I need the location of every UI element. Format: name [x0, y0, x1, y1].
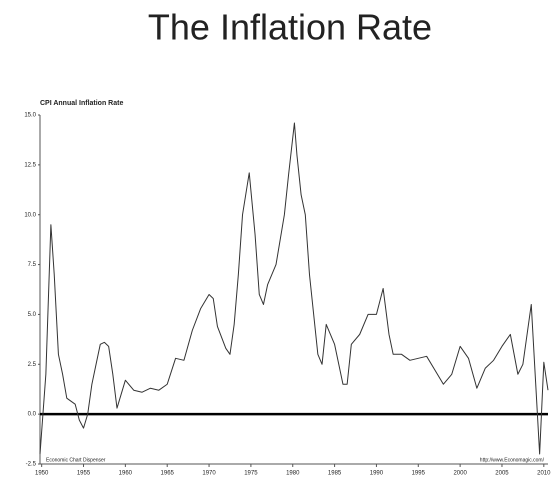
x-tick-label: 1950 — [35, 471, 49, 477]
x-tick-label: 1995 — [412, 471, 426, 477]
y-tick-label: 2.5 — [28, 362, 37, 368]
y-tick-label: 7.5 — [28, 262, 37, 268]
x-tick-label: 1980 — [286, 471, 300, 477]
slide-title: The Inflation Rate — [148, 7, 432, 48]
y-tick-label: -2.5 — [26, 462, 37, 468]
y-tick-label: 0.0 — [28, 412, 37, 418]
y-tick-label: 5.0 — [28, 312, 37, 318]
y-tick-label: 10.0 — [24, 212, 36, 218]
annotation: Economic Chart Dispenser — [46, 457, 106, 463]
x-tick-label: 1965 — [161, 471, 175, 477]
y-tick-label: 12.5 — [24, 162, 36, 168]
x-tick-label: 1990 — [370, 471, 384, 477]
x-tick-label: 1960 — [119, 471, 133, 477]
x-tick-label: 2000 — [453, 471, 467, 477]
x-tick-label: 1955 — [77, 471, 91, 477]
x-tick-label: 2005 — [495, 471, 509, 477]
inflation-line — [39, 122, 549, 455]
annotation: http://www.Economagic.com/ — [480, 457, 545, 463]
chart-title: CPI Annual Inflation Rate — [40, 100, 123, 107]
x-tick-label: 1985 — [328, 471, 342, 477]
x-tick-label: 1970 — [202, 471, 216, 477]
y-tick-label: 15.0 — [24, 113, 36, 119]
x-tick-label: 1975 — [244, 471, 258, 477]
x-tick-label: 2010 — [537, 471, 551, 477]
